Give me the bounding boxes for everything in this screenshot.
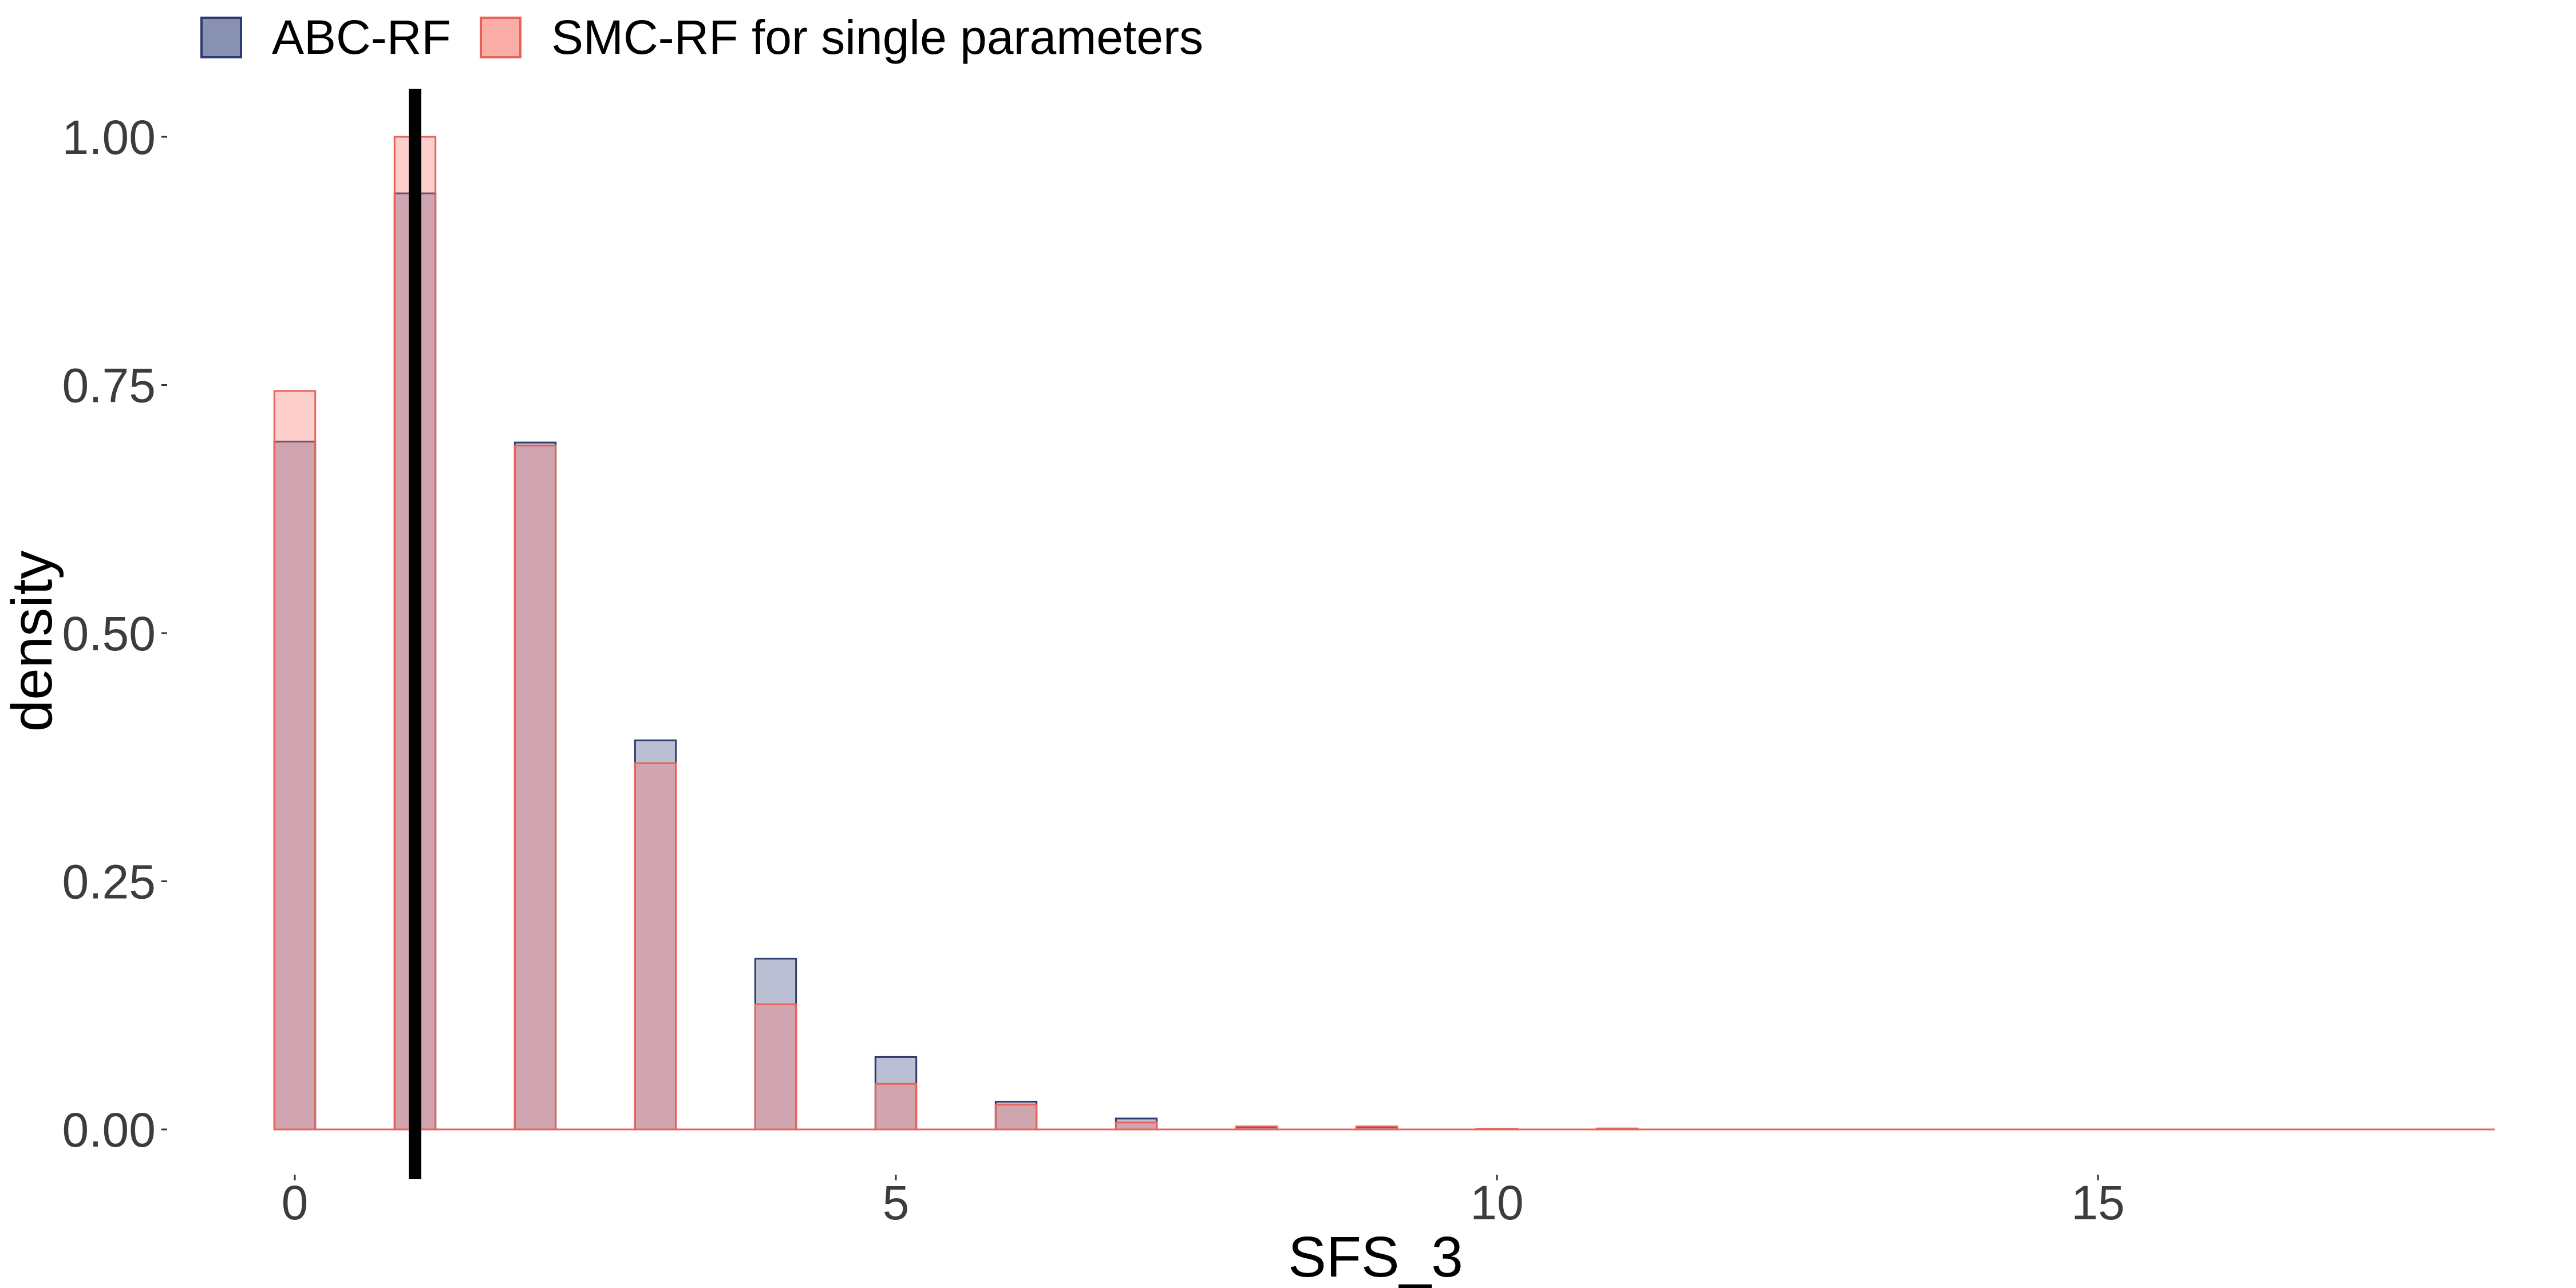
x-axis: 0 5 10 15 (282, 1175, 2125, 1230)
bar-smc-rf-5 (874, 1082, 918, 1131)
series-abc-rf (273, 192, 1639, 1131)
bar-smc-rf-9 (1355, 1125, 1398, 1131)
bar-abc-rf-3 (634, 739, 677, 1131)
bar-smc-rf-6 (994, 1104, 1038, 1131)
bar-smc-rf-2 (513, 444, 557, 1131)
y-tick-label: 0.00 (62, 1103, 156, 1157)
x-tick-label: 15 (2071, 1176, 2124, 1230)
x-tick-label: 5 (883, 1176, 910, 1230)
legend-swatch-smc-rf (480, 16, 521, 58)
bar-smc-rf-0 (273, 390, 317, 1131)
x-tick-label: 10 (1470, 1176, 1523, 1230)
bar-abc-rf-2 (513, 441, 557, 1131)
legend-item-smc-rf: SMC-RF for single parameters (480, 0, 1203, 74)
legend-swatch-abc-rf (200, 16, 242, 58)
x-tick-label: 0 (282, 1176, 309, 1230)
y-tick-label: 1.00 (62, 110, 156, 164)
bar-smc-rf-11 (1595, 1127, 1639, 1131)
bar-smc-rf-4 (754, 1003, 797, 1131)
x-axis-title: SFS_3 (1288, 1225, 1463, 1288)
y-tick-label: 0.50 (62, 607, 156, 661)
series-smc-rf (273, 136, 1639, 1131)
y-axis: 0.00 0.25 0.50 0.75 1.00 (62, 110, 167, 1157)
y-tick-label: 0.75 (62, 359, 156, 413)
bar-smc-rf-3 (634, 762, 677, 1131)
plot-area (273, 89, 2495, 1179)
bar-smc-rf-8 (1235, 1125, 1278, 1131)
bar-abc-rf-0 (273, 440, 317, 1131)
bar-smc-rf-7 (1115, 1121, 1158, 1131)
legend-label-abc-rf: ABC-RF (272, 10, 451, 64)
y-axis-title: density (0, 551, 64, 732)
y-tick-label: 0.25 (62, 855, 156, 909)
legend-item-abc-rf: ABC-RF (200, 0, 451, 74)
legend-label-smc-rf: SMC-RF for single parameters (551, 10, 1203, 64)
